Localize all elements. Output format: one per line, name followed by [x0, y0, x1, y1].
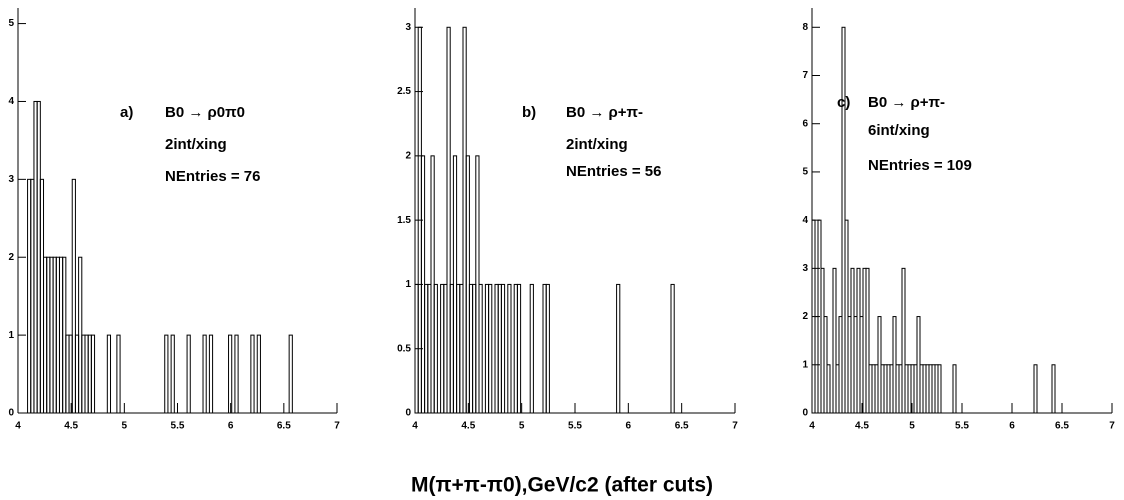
y-tick-label: 2	[8, 252, 14, 263]
annotation: B0 → ρ+π-	[868, 94, 945, 111]
bar	[228, 334, 233, 414]
x-tick-label: 6	[626, 421, 632, 432]
y-tick-label: 3	[405, 22, 411, 33]
annotation: 6int/xing	[868, 122, 930, 139]
x-tick-label: 4.5	[64, 421, 78, 432]
x-tick-label: 7	[334, 421, 340, 432]
y-tick-label: 4	[8, 96, 14, 107]
y-tick-label: 4	[802, 215, 808, 226]
bar	[164, 334, 169, 414]
bar	[826, 364, 831, 414]
bar	[901, 267, 906, 414]
x-tick-label: 7	[1109, 421, 1115, 432]
panel-label: c)	[837, 94, 850, 111]
x-tick-label: 6	[1009, 421, 1015, 432]
y-tick-label: 0	[8, 408, 14, 419]
panel-label: a)	[120, 104, 133, 121]
annotation: 2int/xing	[566, 136, 628, 153]
y-tick-label: 2	[802, 311, 808, 322]
bar	[71, 178, 76, 414]
x-axis-label: M(π+π-π0),GeV/c2 (after cuts)	[411, 474, 713, 497]
y-tick-label: 7	[802, 70, 808, 81]
bar	[670, 283, 675, 414]
x-tick-label: 6	[228, 421, 234, 432]
x-tick-label: 5	[519, 421, 525, 432]
bar	[234, 334, 239, 414]
y-tick-label: 3	[802, 263, 808, 274]
bar	[1051, 364, 1056, 414]
annotation: NEntries = 109	[868, 157, 972, 174]
y-tick-label: 1	[405, 279, 411, 290]
annotation: NEntries = 56	[566, 163, 661, 180]
y-tick-label: 0	[405, 408, 411, 419]
x-tick-label: 5	[122, 421, 128, 432]
annotation: B0 → ρ+π-	[566, 104, 643, 121]
bar	[529, 283, 534, 414]
y-tick-label: 0.5	[397, 343, 411, 354]
x-tick-label: 5.5	[955, 421, 969, 432]
bar	[433, 283, 438, 414]
bar	[106, 334, 112, 414]
bar	[832, 267, 837, 414]
annotation: 2int/xing	[165, 136, 227, 153]
x-tick-label: 4.5	[461, 421, 475, 432]
x-tick-label: 6.5	[277, 421, 291, 432]
bar	[256, 334, 261, 414]
y-tick-label: 3	[8, 174, 14, 185]
y-tick-label: 2.5	[397, 86, 411, 97]
bar	[446, 26, 451, 414]
x-tick-label: 7	[732, 421, 738, 432]
x-tick-label: 4	[809, 421, 815, 432]
y-tick-label: 1	[802, 359, 808, 370]
y-tick-label: 0	[802, 408, 808, 419]
bar	[1033, 364, 1038, 414]
bar	[545, 283, 550, 414]
x-tick-label: 6.5	[1055, 421, 1069, 432]
x-tick-label: 4	[15, 421, 21, 432]
x-tick-label: 5.5	[568, 421, 582, 432]
y-tick-label: 5	[8, 18, 14, 29]
bar	[202, 334, 207, 414]
bar	[186, 334, 191, 414]
y-tick-label: 5	[802, 167, 808, 178]
bar	[288, 334, 293, 414]
annotation: NEntries = 76	[165, 168, 260, 185]
x-tick-label: 4	[412, 421, 418, 432]
bar	[865, 267, 870, 414]
annotation: B0 → ρ0π0	[165, 104, 245, 121]
bar	[616, 283, 621, 414]
x-tick-label: 6.5	[675, 421, 689, 432]
bar	[488, 283, 493, 414]
bar	[507, 283, 512, 414]
y-tick-label: 6	[802, 118, 808, 129]
bar	[170, 334, 175, 414]
bar	[500, 283, 506, 414]
bar	[208, 334, 214, 414]
y-tick-label: 8	[802, 22, 808, 33]
y-tick-label: 1	[8, 330, 14, 341]
y-tick-label: 1.5	[397, 215, 411, 226]
bar	[478, 283, 483, 414]
bar	[952, 364, 957, 414]
y-tick-label: 2	[405, 150, 411, 161]
panel-label: b)	[522, 104, 536, 121]
x-tick-label: 5	[909, 421, 915, 432]
bar	[116, 334, 121, 414]
bar	[250, 334, 255, 414]
bar	[516, 283, 522, 414]
bar	[90, 334, 96, 414]
x-tick-label: 4.5	[855, 421, 869, 432]
bar	[937, 364, 942, 414]
x-tick-label: 5.5	[171, 421, 185, 432]
